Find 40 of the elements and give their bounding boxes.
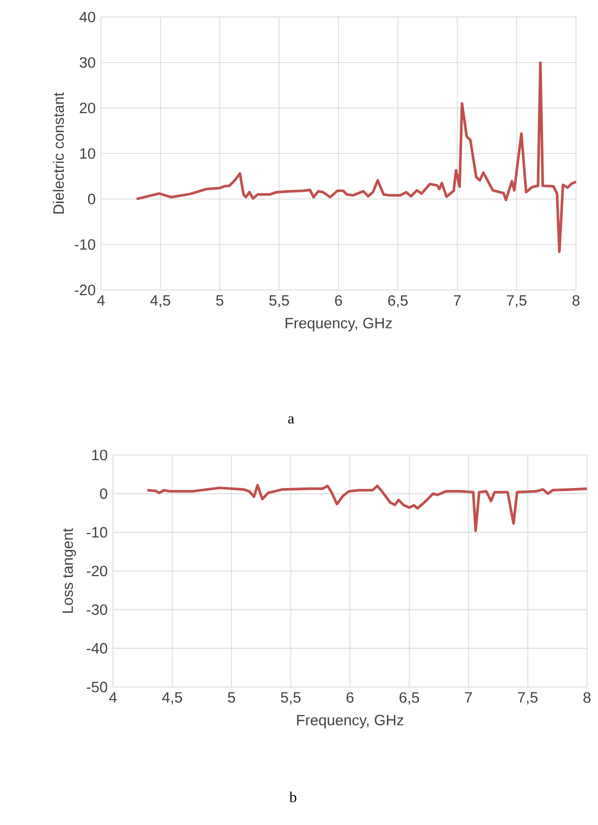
y-tick-label: 0 [88, 194, 96, 204]
x-tick-label: 4,5 [162, 692, 182, 704]
x-tick-label: 5,5 [269, 295, 289, 308]
line-series [135, 61, 578, 254]
x-axis-title: Frequency, GHz [297, 714, 404, 728]
text: b [289, 792, 296, 802]
y-tick-label: 0 [100, 488, 108, 499]
y-tick-label: 30 [80, 57, 96, 68]
line-series [146, 484, 588, 532]
x-tick-label: 6,5 [400, 692, 420, 705]
y-tick-label: -10 [86, 527, 108, 538]
y-tick-label: 20 [80, 102, 96, 114]
x-tick-label: 4,5 [150, 295, 170, 308]
y-tick-label: -40 [86, 643, 108, 654]
y-tick-label: 10 [92, 450, 108, 460]
x-tick-label: 5 [216, 295, 224, 306]
x-axis-title: Frequency, GHz [286, 318, 392, 332]
x-tick-label: 7,5 [518, 692, 538, 704]
y-axis-title: Dielectric constant [52, 92, 64, 214]
x-tick-label: 7,5 [506, 295, 526, 308]
y-tick-label: -30 [86, 604, 108, 615]
text: a [288, 416, 294, 424]
x-tick-label: 4 [109, 692, 117, 703]
y-tick-label: 40 [79, 12, 96, 22]
x-tick-label: 7 [465, 692, 472, 703]
x-tick-label: 7 [454, 295, 461, 306]
y-tick-label: -20 [86, 566, 108, 576]
y-tick-label: -20 [74, 284, 96, 296]
x-tick-label: 8 [572, 295, 580, 306]
x-tick-label: 4 [97, 295, 105, 306]
x-tick-label: 5 [228, 692, 236, 703]
y-tick-label: -50 [86, 682, 108, 692]
x-tick-label: 6 [346, 692, 354, 703]
x-tick-label: 5,5 [280, 692, 301, 704]
x-tick-label: 6,5 [388, 295, 408, 308]
y-tick-label: 10 [80, 148, 96, 159]
y-axis-title: Loss tangent [62, 528, 76, 613]
x-tick-label: 8 [583, 692, 591, 703]
y-tick-label: -10 [74, 239, 96, 250]
x-tick-label: 6 [335, 295, 342, 306]
